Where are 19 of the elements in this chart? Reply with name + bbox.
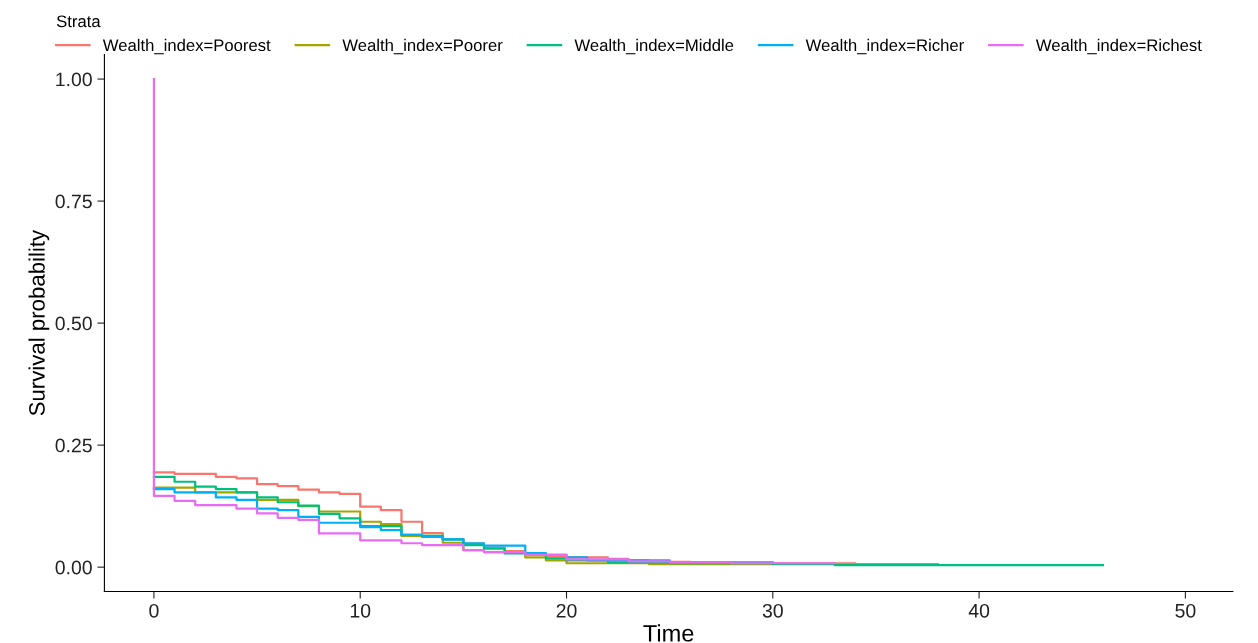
legend-label: Wealth_index=Middle	[574, 38, 734, 55]
x-tick-label: 30	[762, 603, 783, 618]
x-tick-label: 0	[149, 603, 159, 618]
legend-label: Wealth_index=Poorest	[102, 38, 271, 55]
legend-label: Wealth_index=Richer	[805, 38, 964, 55]
y-tick-label: 0.00	[55, 560, 92, 575]
legend-title: Strata	[56, 15, 101, 28]
x-tick-label: 40	[968, 603, 990, 618]
x-axis-title: Time	[643, 624, 694, 642]
y-tick-label: 1.00	[56, 72, 92, 87]
y-tick-label: 0.50	[55, 316, 92, 331]
y-axis-title: Survival probability	[28, 229, 50, 416]
x-tick-label: 50	[1175, 603, 1196, 618]
legend-label: Wealth_index=Richest	[1035, 38, 1202, 55]
x-tick-label: 20	[556, 603, 577, 618]
y-tick-label: 0.75	[55, 194, 92, 209]
x-tick-label: 10	[350, 603, 371, 618]
legend-label: Wealth_index=Poorer	[342, 38, 503, 55]
y-tick-label: 0.25	[55, 438, 92, 453]
